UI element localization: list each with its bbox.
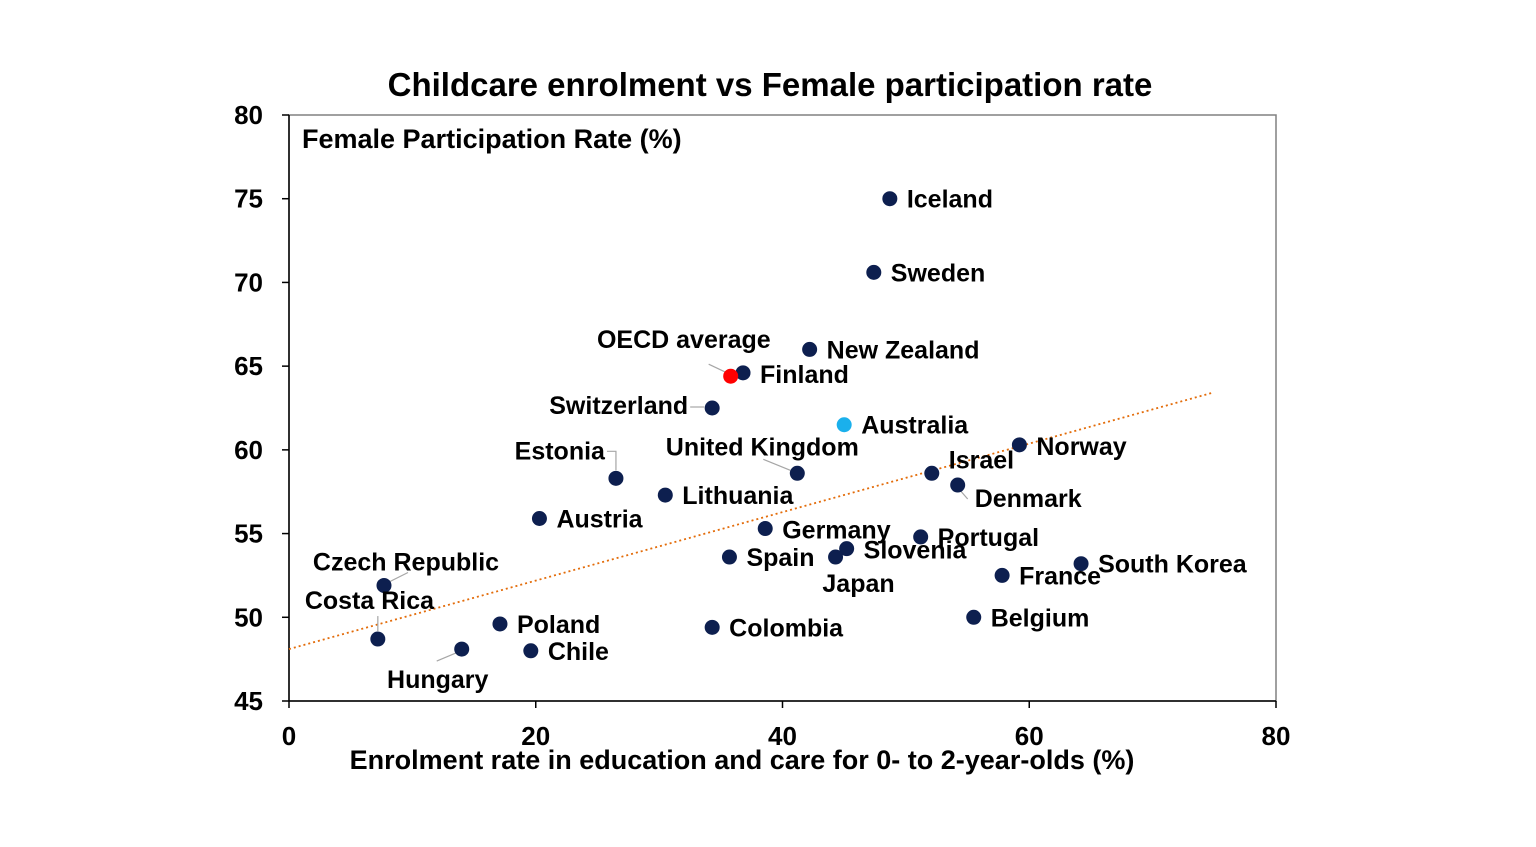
point-hungary — [454, 641, 470, 657]
y-tick-label: 80 — [234, 100, 263, 130]
x-tick-label: 60 — [1015, 721, 1044, 751]
point-chile — [523, 643, 539, 659]
point-south-korea — [1073, 556, 1089, 572]
leader-line-hungary — [436, 652, 456, 662]
point-label-belgium: Belgium — [991, 604, 1090, 632]
point-label-estonia: Estonia — [515, 437, 606, 465]
x-tick-label: 0 — [282, 721, 296, 751]
point-label-portugal: Portugal — [938, 524, 1039, 552]
y-tick-label: 60 — [234, 435, 263, 465]
point-label-hungary: Hungary — [387, 666, 489, 694]
point-switzerland — [704, 400, 720, 416]
y-tick-label: 65 — [234, 351, 263, 381]
point-label-germany: Germany — [782, 517, 890, 545]
point-label-oecd-average: OECD average — [597, 326, 771, 354]
point-sweden — [866, 264, 882, 280]
point-new-zealand — [802, 341, 818, 357]
point-label-japan: Japan — [822, 570, 894, 598]
leader-line-estonia — [606, 450, 617, 471]
point-label-denmark: Denmark — [975, 485, 1082, 513]
point-colombia — [704, 619, 720, 635]
point-estonia — [608, 470, 624, 486]
point-label-colombia: Colombia — [729, 614, 844, 642]
point-label-austria: Austria — [556, 506, 643, 534]
point-portugal — [913, 529, 929, 545]
point-label-france: France — [1019, 562, 1101, 590]
y-tick-label: 75 — [234, 184, 263, 214]
point-label-czech-republic: Czech Republic — [313, 548, 499, 576]
point-slovenia — [839, 541, 855, 557]
point-label-israel: Israel — [949, 446, 1014, 474]
point-label-costa-rica: Costa Rica — [305, 587, 435, 615]
point-norway — [1011, 437, 1027, 453]
point-united-kingdom — [789, 465, 805, 481]
point-austria — [531, 511, 547, 527]
point-label-finland: Finland — [760, 361, 849, 389]
leader-line-united-kingdom — [763, 458, 791, 471]
y-tick-label: 70 — [234, 267, 263, 297]
point-label-slovenia: Slovenia — [864, 537, 968, 565]
point-czech-republic — [376, 577, 392, 593]
leader-line-denmark — [960, 490, 969, 500]
leader-line-czech-republic — [387, 571, 409, 584]
point-label-spain: Spain — [746, 544, 814, 572]
point-label-new-zealand: New Zealand — [827, 336, 980, 364]
point-label-poland: Poland — [517, 611, 600, 639]
point-israel — [924, 465, 940, 481]
point-label-united-kingdom: United Kingdom — [666, 433, 859, 461]
point-label-switzerland: Switzerland — [549, 392, 688, 420]
y-axis-label: Female Participation Rate (%) — [302, 124, 682, 154]
data-points — [370, 191, 1089, 659]
y-tick-label: 50 — [234, 602, 263, 632]
point-poland — [492, 616, 508, 632]
x-tick-label: 20 — [521, 721, 550, 751]
x-tick-label: 40 — [768, 721, 797, 751]
point-label-chile: Chile — [548, 638, 609, 666]
axes: 45 50 55 60 65 70 75 80 0 20 40 60 80 — [234, 100, 1290, 751]
point-oecd-average — [723, 368, 739, 384]
leader-line-oecd-average — [708, 363, 728, 374]
point-label-lithuania: Lithuania — [682, 482, 794, 510]
point-belgium — [966, 609, 982, 625]
x-tick-label: 80 — [1262, 721, 1291, 751]
chart-title: Childcare enrolment vs Female participat… — [388, 66, 1153, 103]
leader-lines — [377, 363, 969, 662]
y-tick-label: 55 — [234, 519, 263, 549]
y-tick-label: 45 — [234, 686, 263, 716]
x-axis-label: Enrolment rate in education and care for… — [350, 745, 1135, 775]
point-label-iceland: Iceland — [907, 186, 993, 214]
point-label-sweden: Sweden — [891, 259, 985, 287]
point-japan — [828, 549, 844, 565]
point-spain — [721, 549, 737, 565]
plot-frame — [288, 114, 1277, 702]
point-denmark — [950, 477, 966, 493]
point-label-norway: Norway — [1036, 433, 1126, 461]
point-finland — [735, 365, 751, 381]
point-france — [994, 567, 1010, 583]
point-label-australia: Australia — [861, 412, 969, 440]
point-lithuania — [657, 487, 673, 503]
point-costa-rica — [370, 631, 386, 647]
point-australia — [836, 417, 852, 433]
point-label-south-korea: South Korea — [1098, 551, 1248, 579]
point-germany — [757, 521, 773, 537]
point-iceland — [882, 191, 898, 207]
